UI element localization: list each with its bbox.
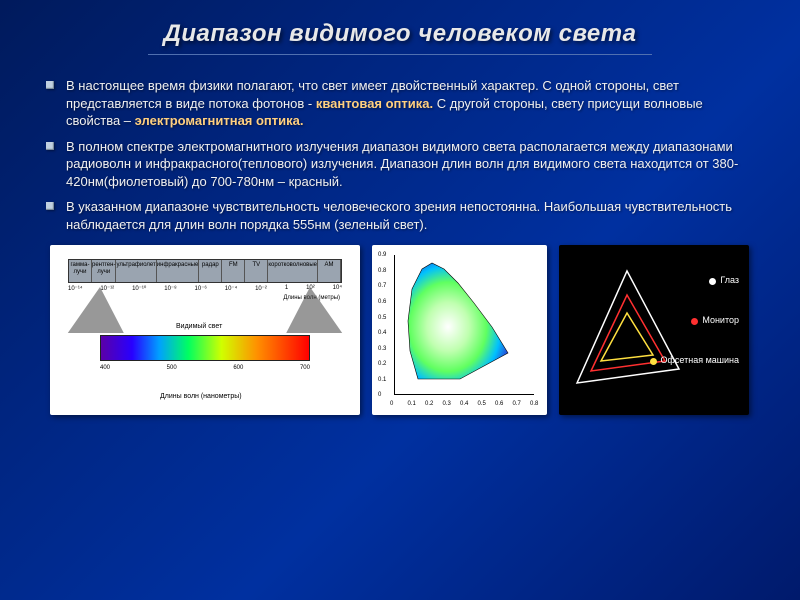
em-axis-tick: 10⁻⁶ <box>195 285 207 292</box>
em-band-segment: коротковолновые <box>268 260 318 282</box>
cie-svg <box>400 261 518 387</box>
gamut-label-text: Монитор <box>702 315 739 325</box>
visible-light-label: Видимый свет <box>176 323 222 330</box>
em-band-segment: рентген-лучи <box>92 260 116 282</box>
em-band-segment: FM <box>222 260 245 282</box>
title-text: Диапазон видимого человеком света <box>164 20 637 47</box>
slide-title: Диапазон видимого человеком света <box>40 20 760 55</box>
visible-spectrum-gradient <box>100 335 310 361</box>
em-axis-tick: 10⁻⁴ <box>225 285 237 292</box>
cie-xtick: 0.2 <box>425 401 433 407</box>
em-axis-tick: 10⁻¹⁴ <box>68 285 82 292</box>
nm-axis-label: Длины волн (нанометры) <box>160 393 242 400</box>
cie-ytick: 0.9 <box>378 252 386 258</box>
cie-ytick: 0.3 <box>378 346 386 352</box>
cie-xtick: 0.5 <box>478 401 486 407</box>
gamut-label-text: Офсетная машина <box>661 355 740 365</box>
gamut-dot-icon <box>709 278 716 285</box>
cie-ytick: 0.4 <box>378 330 386 336</box>
cie-ytick: 0.7 <box>378 283 386 289</box>
nm-tick: 400 <box>100 365 110 371</box>
cie-ytick: 0.2 <box>378 361 386 367</box>
cie-xtick: 0.4 <box>460 401 468 407</box>
nm-tick: 700 <box>300 365 310 371</box>
images-row: гамма-лучирентген-лучиультрафиолетинфрак… <box>40 245 760 415</box>
title-underline <box>148 54 652 55</box>
bullet-3: В указанном диапазоне чувствительность ч… <box>40 198 760 233</box>
bullet-1-term2: электромагнитная оптика. <box>135 113 304 128</box>
cie-horseshoe <box>400 261 518 387</box>
gamut-triangle <box>601 313 653 361</box>
cie-ytick: 0.1 <box>378 377 386 383</box>
bullet-list: В настоящее время физики полагают, что с… <box>40 77 760 233</box>
gamut-dot-icon <box>691 318 698 325</box>
cie-ytick: 0.6 <box>378 299 386 305</box>
bullet-1: В настоящее время физики полагают, что с… <box>40 77 760 130</box>
cie-ytick: 0 <box>378 392 381 398</box>
cie-ytick: 0.5 <box>378 315 386 321</box>
em-axis-tick: 10⁴ <box>333 285 342 292</box>
em-band-segment: инфракрасные <box>157 260 200 282</box>
gamut-label: Офсетная машина <box>650 355 740 365</box>
em-band-segment: AM <box>318 260 341 282</box>
cie-xtick: 0.8 <box>530 401 538 407</box>
cie-xtick: 0.1 <box>408 401 416 407</box>
gamut-label-text: Глаз <box>720 275 739 285</box>
bullet-2: В полном спектре электромагнитного излуч… <box>40 138 760 191</box>
bullet-3-text: В указанном диапазоне чувствительность ч… <box>66 199 732 232</box>
spectrum-cone-left <box>68 287 156 333</box>
gamut-diagram: Глаз Монитор Офсетная машина <box>559 245 749 415</box>
em-band-segment: TV <box>245 260 268 282</box>
em-band-segment: гамма-лучи <box>69 260 92 282</box>
cie-ytick: 0.8 <box>378 268 386 274</box>
em-band-segment: ультрафиолет <box>116 260 156 282</box>
nm-tick: 500 <box>167 365 177 371</box>
bullet-2-text: В полном спектре электромагнитного излуч… <box>66 139 738 189</box>
gamut-label: Глаз <box>709 275 739 285</box>
gamut-dot-icon <box>650 358 657 365</box>
gamut-label: Монитор <box>691 315 739 325</box>
spectrum-diagram: гамма-лучирентген-лучиультрафиолетинфрак… <box>50 245 360 415</box>
spectrum-cone-right <box>254 287 342 333</box>
em-axis-tick: 10⁻⁸ <box>164 285 176 292</box>
nm-ticks: 400 500 600 700 <box>100 365 310 371</box>
nm-tick: 600 <box>233 365 243 371</box>
em-band-segment: радар <box>199 260 222 282</box>
gamut-svg <box>567 263 687 393</box>
cie-xtick: 0.7 <box>513 401 521 407</box>
cie-xtick: 0.3 <box>443 401 451 407</box>
cie-xtick: 0 <box>390 401 393 407</box>
em-band-bar: гамма-лучирентген-лучиультрафиолетинфрак… <box>68 259 342 283</box>
cie-xtick: 0.6 <box>495 401 503 407</box>
cie-chromaticity-chart: 0.9 0.8 0.7 0.6 0.5 0.4 0.3 0.2 0.1 0 0 0.1 0.2 0.3 0… <box>372 245 547 415</box>
bullet-1-term1: квантовая оптика. <box>316 96 433 111</box>
